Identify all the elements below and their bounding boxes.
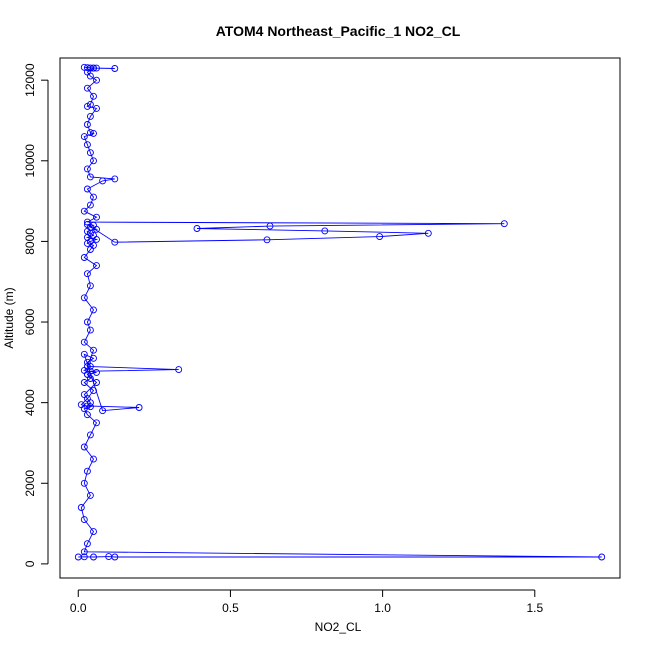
data-point — [90, 455, 97, 463]
chart-title: ATOM4 Northeast_Pacific_1 NO2_CL — [216, 23, 461, 39]
data-point — [500, 220, 508, 228]
data-point — [80, 207, 88, 215]
plot-frame — [59, 57, 621, 579]
x-tick-label: 0.5 — [222, 601, 239, 615]
y-tick-label: 0 — [23, 560, 37, 567]
data-point — [83, 467, 91, 475]
data-point — [86, 100, 94, 108]
data-point — [90, 528, 97, 536]
data-point — [86, 149, 94, 157]
series-line — [78, 66, 602, 558]
data-point — [86, 326, 94, 334]
data-point — [80, 350, 88, 358]
data-point — [90, 193, 97, 201]
data-point — [111, 65, 119, 72]
data-point — [90, 157, 97, 165]
y-axis: 0 2000 4000 6000 8000 10000 12000 — [23, 63, 49, 567]
data-point — [83, 84, 91, 92]
data-point — [93, 419, 100, 427]
data-point — [86, 491, 94, 499]
data-point — [175, 366, 183, 374]
data-point — [86, 112, 94, 120]
y-tick-label: 4000 — [23, 389, 37, 416]
data-point — [80, 553, 88, 561]
data-point — [80, 338, 88, 346]
data-point — [86, 399, 94, 407]
data-point — [86, 201, 94, 209]
data-point — [90, 553, 97, 561]
data-point — [83, 411, 91, 419]
data-point — [86, 367, 94, 375]
data-point — [93, 104, 100, 112]
data-point — [86, 64, 94, 72]
data-point — [80, 379, 88, 386]
y-tick-label: 12000 — [23, 63, 37, 97]
data-point — [83, 141, 91, 149]
data-point — [93, 379, 100, 386]
data-point — [86, 282, 94, 290]
data-point — [263, 236, 271, 244]
data-point — [83, 318, 91, 326]
data-point — [266, 222, 274, 230]
data-point — [83, 185, 91, 193]
y-tick-label: 8000 — [23, 228, 37, 255]
data-point — [83, 358, 91, 366]
data-point — [90, 387, 97, 395]
data-point — [424, 229, 432, 237]
data-point — [93, 76, 100, 84]
data-point — [90, 346, 97, 354]
data-point — [93, 213, 100, 221]
data-point — [80, 516, 88, 524]
data-point — [83, 165, 91, 173]
data-point — [376, 233, 384, 241]
x-tick-label: 1.5 — [526, 601, 543, 615]
data-point — [99, 177, 107, 185]
data-point — [80, 443, 88, 451]
data-point — [111, 175, 119, 183]
data-point — [90, 306, 97, 314]
data-point — [93, 262, 100, 270]
data-point — [83, 218, 91, 226]
data-point — [99, 407, 107, 415]
y-tick-label: 2000 — [23, 470, 37, 497]
series-group — [74, 63, 606, 561]
data-point — [80, 294, 88, 302]
data-point — [83, 270, 91, 278]
y-tick-label: 10000 — [23, 144, 37, 178]
x-tick-label: 1.0 — [374, 601, 391, 615]
data-point — [83, 540, 91, 548]
x-axis-label: NO2_CL — [315, 620, 362, 634]
x-tick-label: 0.0 — [70, 601, 87, 615]
y-axis-label: Altitude (m) — [2, 287, 16, 348]
data-point — [80, 479, 88, 487]
data-point — [80, 133, 88, 141]
data-point — [86, 403, 94, 411]
data-point — [86, 173, 94, 181]
data-point — [90, 129, 97, 137]
data-point — [90, 92, 97, 100]
data-point — [80, 254, 88, 261]
data-point — [83, 221, 91, 228]
data-point — [111, 553, 119, 561]
data-point — [80, 548, 88, 556]
data-point — [111, 238, 119, 246]
data-point — [598, 553, 606, 561]
data-point — [90, 64, 97, 72]
y-tick-label: 6000 — [23, 308, 37, 335]
data-point — [90, 354, 97, 362]
x-axis: 0.0 0.5 1.0 1.5 — [70, 589, 543, 615]
data-point — [83, 121, 91, 128]
data-point — [193, 225, 201, 232]
data-point — [86, 431, 94, 439]
data-point — [321, 227, 329, 235]
data-point — [86, 129, 94, 137]
data-point — [77, 504, 85, 511]
data-point — [135, 404, 143, 411]
data-point — [83, 362, 91, 370]
data-point — [80, 391, 88, 399]
